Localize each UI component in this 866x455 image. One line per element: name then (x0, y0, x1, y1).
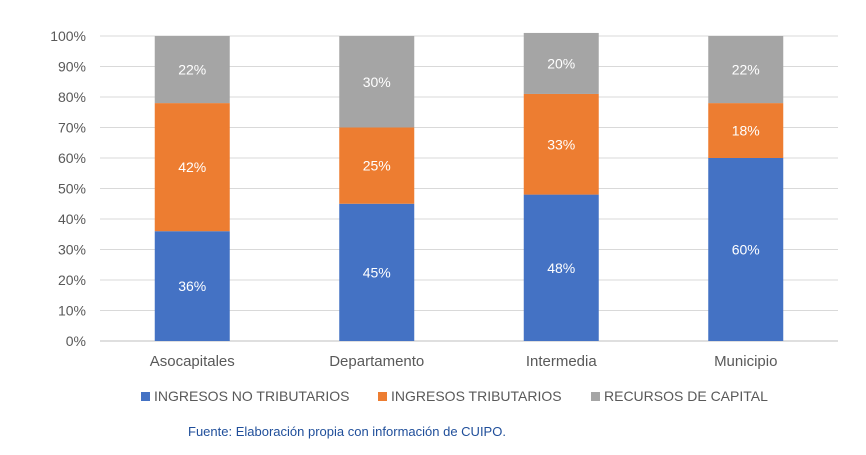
legend-item: INGRESOS NO TRIBUTARIOS (141, 388, 350, 404)
data-label: 30% (363, 74, 391, 90)
y-tick-label: 50% (58, 181, 86, 197)
legend-label: INGRESOS TRIBUTARIOS (391, 388, 562, 404)
data-labels: 36% 42% 22% 45% 25% 30% 48% 33% 20% 60% 18% 22% (178, 55, 760, 294)
y-tick-label: 20% (58, 272, 86, 288)
bars (154, 32, 784, 341)
data-label: 25% (363, 158, 391, 174)
data-label: 42% (178, 159, 206, 175)
y-tick-label: 40% (58, 211, 86, 227)
bar-segment (708, 103, 784, 158)
legend-item: RECURSOS DE CAPITAL (591, 388, 768, 404)
y-tick-label: 100% (50, 28, 86, 44)
data-label: 22% (178, 62, 206, 78)
y-tick-label: 10% (58, 303, 86, 319)
y-tick-label: 30% (58, 242, 86, 258)
legend-swatch (141, 391, 150, 401)
bar-segment (339, 127, 415, 204)
legend-swatch (591, 391, 600, 401)
x-axis-ticks: Asocapitales Departamento Intermedia Munici… (150, 353, 778, 370)
legend-label: RECURSOS DE CAPITAL (604, 388, 768, 404)
legend: INGRESOS NO TRIBUTARIOS INGRESOS TRIBUTAR… (0, 388, 866, 410)
bar-segment (523, 93, 599, 195)
legend-swatch (378, 391, 387, 401)
legend-label: INGRESOS NO TRIBUTARIOS (154, 388, 350, 404)
data-label: 48% (547, 260, 575, 276)
bar-segment (154, 231, 230, 341)
data-label: 18% (732, 123, 760, 139)
bar-segment (154, 103, 230, 232)
source-note: Fuente: Elaboración propia con informaci… (188, 424, 506, 439)
x-tick-label: Municipio (714, 353, 777, 370)
data-label: 33% (547, 136, 575, 152)
x-tick-label: Intermedia (526, 353, 598, 370)
legend-item: INGRESOS TRIBUTARIOS (378, 388, 562, 404)
y-tick-label: 70% (58, 120, 86, 136)
bar-segment (708, 158, 784, 341)
bar-segment (523, 32, 599, 94)
bar-segment (339, 203, 415, 341)
data-label: 60% (732, 242, 760, 258)
bar-segment (708, 36, 784, 104)
bar-segment (154, 36, 230, 104)
bar-segment (339, 36, 415, 128)
data-label: 45% (363, 264, 391, 280)
data-label: 22% (732, 62, 760, 78)
y-tick-label: 60% (58, 150, 86, 166)
x-tick-label: Departamento (329, 353, 424, 370)
bar-segment (523, 194, 599, 341)
y-axis-ticks: 0% 10% 20% 30% 40% 50% 60% 70% 80% 90% 100% (50, 28, 86, 349)
data-label: 20% (547, 55, 575, 71)
y-tick-label: 0% (66, 333, 86, 349)
x-tick-label: Asocapitales (150, 353, 235, 370)
data-label: 36% (178, 278, 206, 294)
y-tick-label: 80% (58, 89, 86, 105)
stacked-bar-chart: 0% 10% 20% 30% 40% 50% 60% 70% 80% 90% 100% 36% 42%… (50, 28, 838, 370)
y-tick-label: 90% (58, 59, 86, 75)
